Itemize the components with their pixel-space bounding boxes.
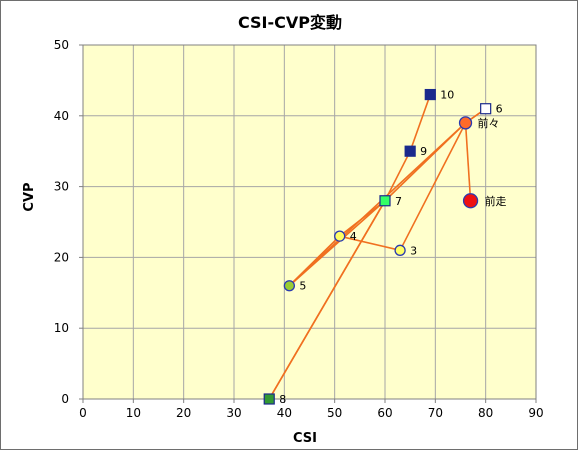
- point-marker: [334, 230, 346, 242]
- y-axis-title: CVP: [22, 182, 37, 211]
- x-tick-label: 70: [428, 406, 443, 420]
- point-label: 10: [440, 89, 454, 102]
- y-tick-label: 40: [54, 109, 69, 123]
- x-tick-label: 40: [277, 406, 292, 420]
- point-marker: [458, 116, 473, 130]
- x-tick-label: 80: [478, 406, 493, 420]
- axis-ticks: 0 10 20 30 40 50 60 70 80 90 0 10 20 30 40 50: [54, 38, 544, 420]
- point-label: 6: [496, 103, 503, 116]
- data-points: [263, 88, 492, 405]
- y-tick-label: 30: [54, 180, 69, 194]
- point-marker: [394, 244, 406, 256]
- point-label: 前々: [478, 116, 500, 130]
- x-tick-label: 30: [226, 406, 241, 420]
- point-marker: [480, 103, 492, 115]
- point-label: 9: [420, 145, 427, 158]
- point-marker: [424, 88, 436, 101]
- x-tick-label: 50: [327, 406, 342, 420]
- point-label: 4: [350, 230, 357, 243]
- y-tick-label: 50: [54, 38, 69, 52]
- y-tick-label: 10: [54, 321, 69, 335]
- path-segment: [464, 122, 472, 201]
- plot-border: [82, 44, 537, 400]
- point-marker: [462, 193, 479, 209]
- point-label: 8: [279, 393, 286, 406]
- plot-area: [83, 45, 536, 399]
- gridlines: [83, 45, 536, 399]
- path-segment: [268, 200, 386, 400]
- path-segment: [288, 122, 467, 287]
- y-tick-label: 20: [54, 250, 69, 264]
- point-marker: [263, 393, 275, 405]
- chart-title: CSI-CVP変動: [238, 13, 342, 32]
- x-axis-title: CSI: [293, 431, 317, 446]
- path-lines: [268, 94, 487, 400]
- x-tick-label: 90: [528, 406, 543, 420]
- x-tick-label: 60: [377, 406, 392, 420]
- point-label: 7: [395, 195, 402, 208]
- path-segment: [409, 94, 432, 152]
- point-marker: [404, 145, 416, 157]
- y-tick-label: 0: [61, 392, 69, 406]
- x-tick-label: 0: [79, 406, 87, 420]
- point-label: 3: [410, 244, 417, 257]
- point-label: 5: [299, 280, 306, 293]
- path-segment: [339, 235, 401, 252]
- point-marker: [283, 280, 296, 292]
- point-marker: [379, 195, 391, 207]
- path-segment: [399, 122, 467, 251]
- point-label: 前走: [485, 194, 507, 208]
- x-tick-label: 10: [126, 406, 141, 420]
- x-tick-label: 20: [176, 406, 191, 420]
